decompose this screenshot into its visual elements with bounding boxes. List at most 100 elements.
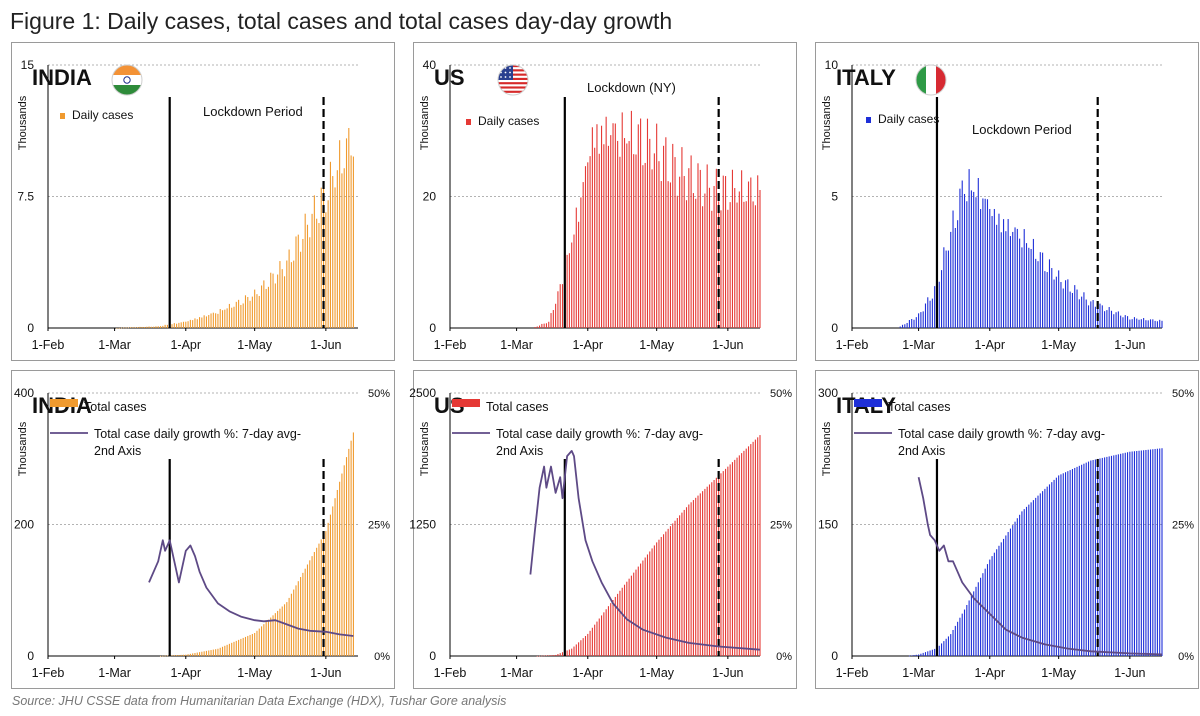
bar — [1133, 317, 1135, 328]
bar — [1101, 305, 1103, 328]
bar — [1044, 488, 1046, 656]
bar — [559, 653, 561, 656]
x-tick-label: 1-Apr — [170, 338, 201, 352]
bar — [941, 270, 943, 328]
bar — [1021, 247, 1023, 328]
legend-label: Total cases — [888, 400, 951, 414]
bar — [927, 651, 929, 656]
bar — [665, 137, 667, 328]
bar — [587, 633, 589, 656]
y-tick-label: 200 — [14, 518, 34, 532]
x-tick-label: 1-Feb — [434, 666, 467, 680]
legend-swatch — [854, 399, 882, 407]
bar — [194, 652, 196, 656]
bar — [240, 304, 242, 328]
bar — [1117, 311, 1119, 328]
bar — [998, 545, 1000, 656]
bar — [176, 655, 178, 656]
bar — [1062, 473, 1064, 656]
bar — [251, 296, 253, 328]
bar — [1149, 449, 1152, 656]
bar — [139, 326, 141, 328]
bar — [345, 138, 348, 328]
bar — [277, 610, 279, 656]
bar — [679, 515, 681, 656]
bar — [1074, 285, 1076, 328]
bar — [263, 280, 265, 328]
bar — [1053, 279, 1055, 328]
bar — [759, 435, 761, 656]
bar — [720, 210, 722, 328]
bar — [614, 596, 616, 656]
bar — [254, 289, 256, 328]
bar — [1101, 457, 1103, 656]
bar — [1156, 448, 1158, 656]
bar — [683, 509, 685, 656]
bar — [173, 655, 175, 656]
bar-series — [899, 169, 1163, 328]
bar — [980, 209, 982, 328]
bar — [683, 176, 685, 328]
us-daily-cases-chart: 0 20 40 1-Feb 1-Mar 1-Apr 1-May 1-Jun Thousands U… — [413, 42, 797, 361]
bar — [345, 457, 348, 656]
x-tick-label: 1-May — [639, 338, 674, 352]
bar — [137, 327, 139, 328]
y2-tick-label: 50% — [770, 388, 792, 400]
bar — [619, 590, 621, 656]
bar — [217, 313, 219, 328]
bar — [619, 156, 621, 328]
bar — [233, 306, 235, 328]
bar — [1014, 521, 1016, 656]
y-tick-label: 400 — [14, 386, 34, 400]
bar — [954, 228, 956, 328]
bar — [348, 448, 350, 656]
bar — [302, 238, 304, 328]
bar — [1113, 314, 1115, 328]
bar — [646, 554, 649, 656]
bar — [640, 563, 642, 656]
bar — [228, 643, 230, 656]
x-tick-label: 1-May — [237, 338, 272, 352]
bar — [1065, 280, 1067, 328]
bar — [610, 603, 612, 656]
bar — [945, 250, 947, 328]
legend-label: Total case daily growth %: 7-day avg- — [898, 427, 1105, 441]
bar — [332, 506, 334, 656]
bar — [1154, 320, 1156, 328]
bar — [256, 294, 258, 328]
bar — [623, 584, 626, 656]
bar — [690, 502, 692, 656]
bar — [644, 162, 646, 328]
bar — [621, 587, 623, 656]
bar — [575, 644, 577, 656]
bar — [959, 617, 961, 656]
bar — [221, 646, 224, 656]
bar — [329, 514, 331, 656]
bar — [736, 457, 738, 656]
bar — [628, 141, 630, 328]
bar — [1131, 319, 1133, 328]
bar — [566, 650, 568, 656]
bar — [302, 572, 304, 656]
bar — [901, 324, 904, 328]
bar — [231, 307, 233, 328]
bar — [1021, 511, 1023, 656]
bar — [580, 640, 582, 656]
bar — [982, 198, 984, 328]
bar — [934, 648, 936, 656]
bar — [1014, 227, 1016, 328]
bar — [336, 170, 338, 328]
bar — [254, 632, 256, 656]
bar — [1074, 467, 1076, 656]
bar — [591, 127, 593, 328]
y2-tick-label: 0% — [776, 651, 792, 663]
bar — [977, 177, 979, 328]
bar — [607, 145, 609, 328]
bar — [759, 189, 761, 328]
y-tick-label: 0 — [831, 649, 838, 663]
bar — [745, 448, 747, 656]
us-total-cases-chart: 0 1250 2500 1-Feb 1-Mar 1-Apr 1-May 1-Jun Thousa… — [409, 370, 797, 689]
bar — [575, 207, 577, 328]
bar — [672, 523, 674, 656]
bar — [559, 284, 561, 328]
